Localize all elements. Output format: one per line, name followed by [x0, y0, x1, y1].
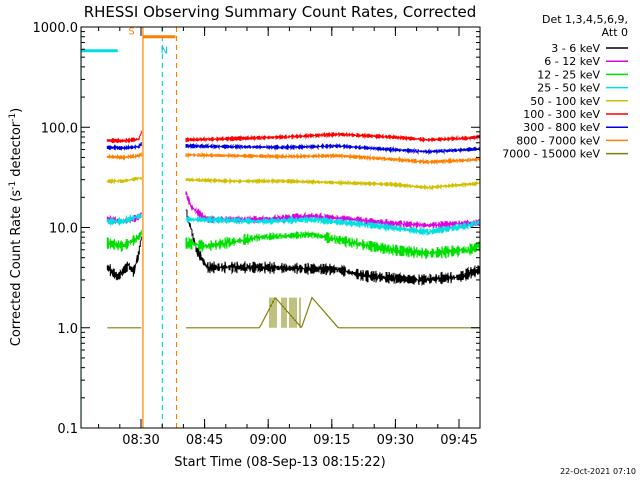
legend-header-line2: Att 0: [602, 26, 628, 39]
x-tick-label: 09:15: [313, 433, 350, 448]
series-trace-segment-1: [185, 214, 480, 236]
series-trace-segment-0: [106, 230, 142, 253]
legend-entry-label: 50 - 100 keV: [530, 95, 600, 108]
series-trace-segment-0: [106, 236, 142, 281]
series-trace-segment-1: [185, 131, 480, 143]
series-800-7000-keV: [106, 151, 480, 166]
series-trace-segment-0: [106, 142, 142, 151]
chart-title: RHESSI Observing Summary Count Rates, Co…: [84, 3, 477, 21]
series-trace-segment-1: [185, 142, 480, 156]
series-trace-segment-1: [186, 296, 480, 329]
legend-entry-label: 25 - 50 keV: [537, 82, 600, 95]
legend-entry-label: 300 - 800 keV: [523, 121, 600, 134]
series-3-6-keV: [106, 209, 480, 286]
legend-entry-label: 12 - 25 keV: [537, 68, 600, 81]
x-tick-label: 09:30: [377, 433, 414, 448]
series-7000-15000-keV: [107, 296, 480, 329]
y-tick-label: 1000.0: [33, 21, 79, 36]
series-12-25-keV: [106, 230, 480, 260]
series-trace-segment-1: [185, 230, 480, 260]
footer-date: 22-Oct-2021 07:10: [560, 467, 636, 476]
series-trace-segment-1: [185, 176, 480, 192]
y-axis-label: Corrected Count Rate (s-1 detector-1): [8, 108, 24, 346]
series-300-800-keV: [106, 142, 480, 156]
series-trace-segment-0: [106, 176, 142, 185]
x-tick-label: 09:45: [440, 433, 477, 448]
series-trace-segment-0: [106, 130, 142, 145]
series-50-100-keV: [106, 176, 480, 192]
olive-spike-band-0: [269, 297, 301, 328]
legend-entry-label: 800 - 7000 keV: [516, 134, 600, 147]
plot-area: SN: [81, 27, 598, 428]
saa-label: S: [128, 27, 134, 38]
legend-entry-label: 7000 - 15000 keV: [502, 148, 600, 161]
legend-entry-label: 3 - 6 keV: [551, 42, 600, 55]
series-trace-segment-1: [185, 209, 480, 286]
series-trace-segment-1: [185, 151, 480, 166]
legend-entry-label: 100 - 300 keV: [523, 108, 600, 121]
legend-entry-label: 6 - 12 keV: [544, 55, 600, 68]
x-tick-label: 08:30: [122, 433, 159, 448]
y-tick-label: 1.0: [57, 322, 78, 337]
y-tick-label: 0.1: [57, 422, 78, 437]
olive-spike-band-1: [512, 298, 598, 328]
x-tick-label: 09:00: [249, 433, 286, 448]
y-tick-label: 10.0: [49, 222, 78, 237]
plot-content: SN: [81, 27, 598, 428]
y-tick-label: 100.0: [41, 121, 78, 136]
legend-header-line1: Det 1,3,4,5,6,9,: [542, 13, 628, 26]
x-tick-label: 08:45: [186, 433, 223, 448]
night-label: N: [161, 46, 168, 57]
series-trace-segment-1: [185, 191, 480, 230]
series-trace-segment-0: [106, 213, 142, 227]
axes: 1000.0 100.0 10.0 1.0 0.1 08:30 08:45 09:00 09:1…: [33, 21, 481, 448]
series-trace-segment-0: [106, 152, 142, 162]
series-25-50-keV: [106, 213, 480, 236]
series-100-300-keV: [106, 130, 480, 145]
x-axis-label: Start Time (08-Sep-13 08:15:22): [174, 455, 385, 470]
